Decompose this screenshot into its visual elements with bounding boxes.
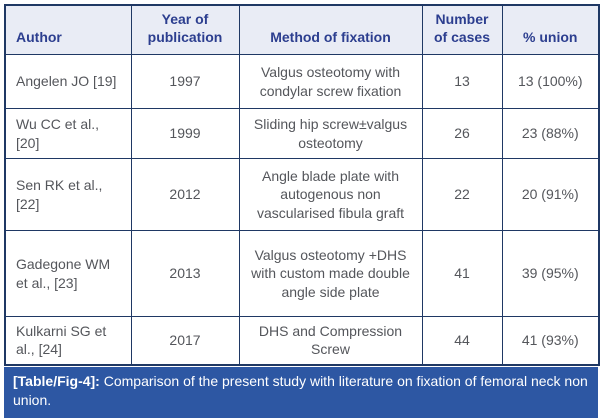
column-header-cases: Number of cases [421,4,503,55]
method-cell: DHS and Compression Screw [238,316,423,365]
column-header-method: Method of fixation [238,4,423,55]
method-cell: Valgus osteotomy +DHS with custom made d… [238,230,423,317]
union-cell: 23 (88%) [501,108,600,159]
column-header-union: % union [501,4,600,55]
caption-label: [Table/Fig-4]: [13,372,100,389]
table-header: Author Year of publication Method of fix… [4,4,600,55]
table-row: Kulkarni SG et al., [24] 2017 DHS and Co… [4,316,600,365]
author-cell: Kulkarni SG et al., [24] [4,316,132,365]
union-cell: 20 (91%) [501,158,600,231]
method-cell: Sliding hip screw±valgus osteotomy [238,108,423,159]
caption-text: Comparison of the present study with lit… [13,372,588,409]
union-cell: 13 (100%) [501,54,600,109]
column-header-year: Year of publication [130,4,240,55]
table-body: Angelen JO [19] 1997 Valgus osteotomy wi… [4,54,600,365]
year-cell: 2013 [130,230,240,317]
year-cell: 2012 [130,158,240,231]
union-cell: 41 (93%) [501,316,600,365]
figure-caption: [Table/Fig-4]: Comparison of the present… [4,366,598,418]
author-cell: Sen RK et al., [22] [4,158,132,231]
method-cell: Angle blade plate with autogenous non va… [238,158,423,231]
year-cell: 1997 [130,54,240,109]
year-cell: 1999 [130,108,240,159]
table-row: Angelen JO [19] 1997 Valgus osteotomy wi… [4,54,600,109]
author-cell: Gadegone WM et al., [23] [4,230,132,317]
header-row: Author Year of publication Method of fix… [4,4,600,55]
year-cell: 2017 [130,316,240,365]
cases-cell: 44 [421,316,503,365]
comparison-table: Author Year of publication Method of fix… [4,4,600,366]
cases-cell: 22 [421,158,503,231]
union-cell: 39 (95%) [501,230,600,317]
table-row: Sen RK et al., [22] 2012 Angle blade pla… [4,158,600,231]
cases-cell: 26 [421,108,503,159]
method-cell: Valgus osteotomy with condylar screw fix… [238,54,423,109]
table-row: Wu CC et al., [20] 1999 Sliding hip scre… [4,108,600,159]
author-cell: Wu CC et al., [20] [4,108,132,159]
table-row: Gadegone WM et al., [23] 2013 Valgus ost… [4,230,600,317]
cases-cell: 41 [421,230,503,317]
author-cell: Angelen JO [19] [4,54,132,109]
cases-cell: 13 [421,54,503,109]
column-header-author: Author [4,4,132,55]
